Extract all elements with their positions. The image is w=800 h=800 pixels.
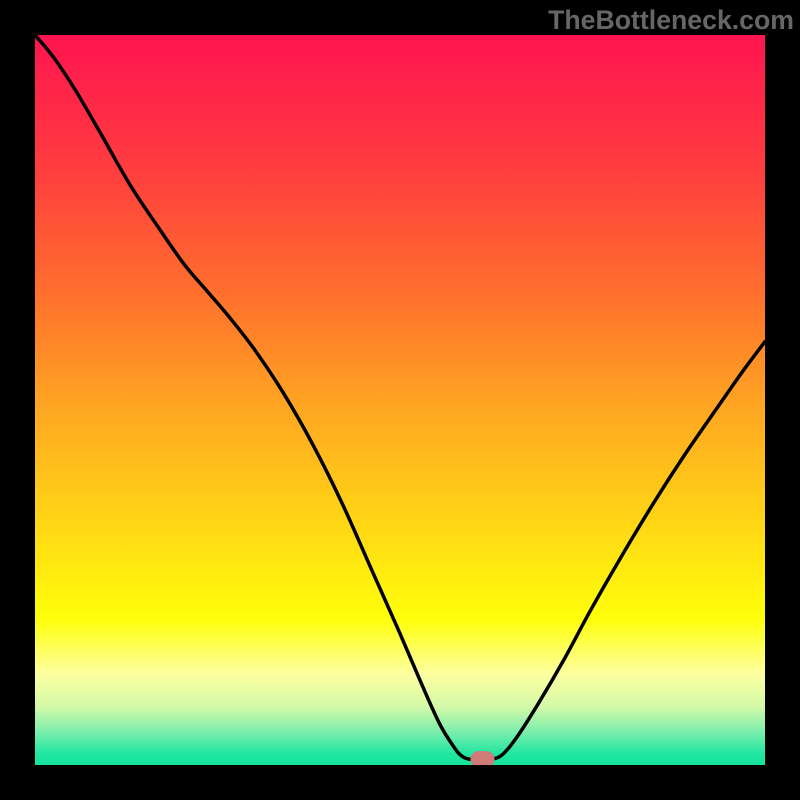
bottleneck-chart <box>35 35 765 765</box>
gradient-background <box>35 35 765 765</box>
watermark-text: TheBottleneck.com <box>548 5 794 36</box>
frame: TheBottleneck.com <box>0 0 800 800</box>
plot-area <box>35 35 765 765</box>
optimum-marker <box>470 751 494 765</box>
